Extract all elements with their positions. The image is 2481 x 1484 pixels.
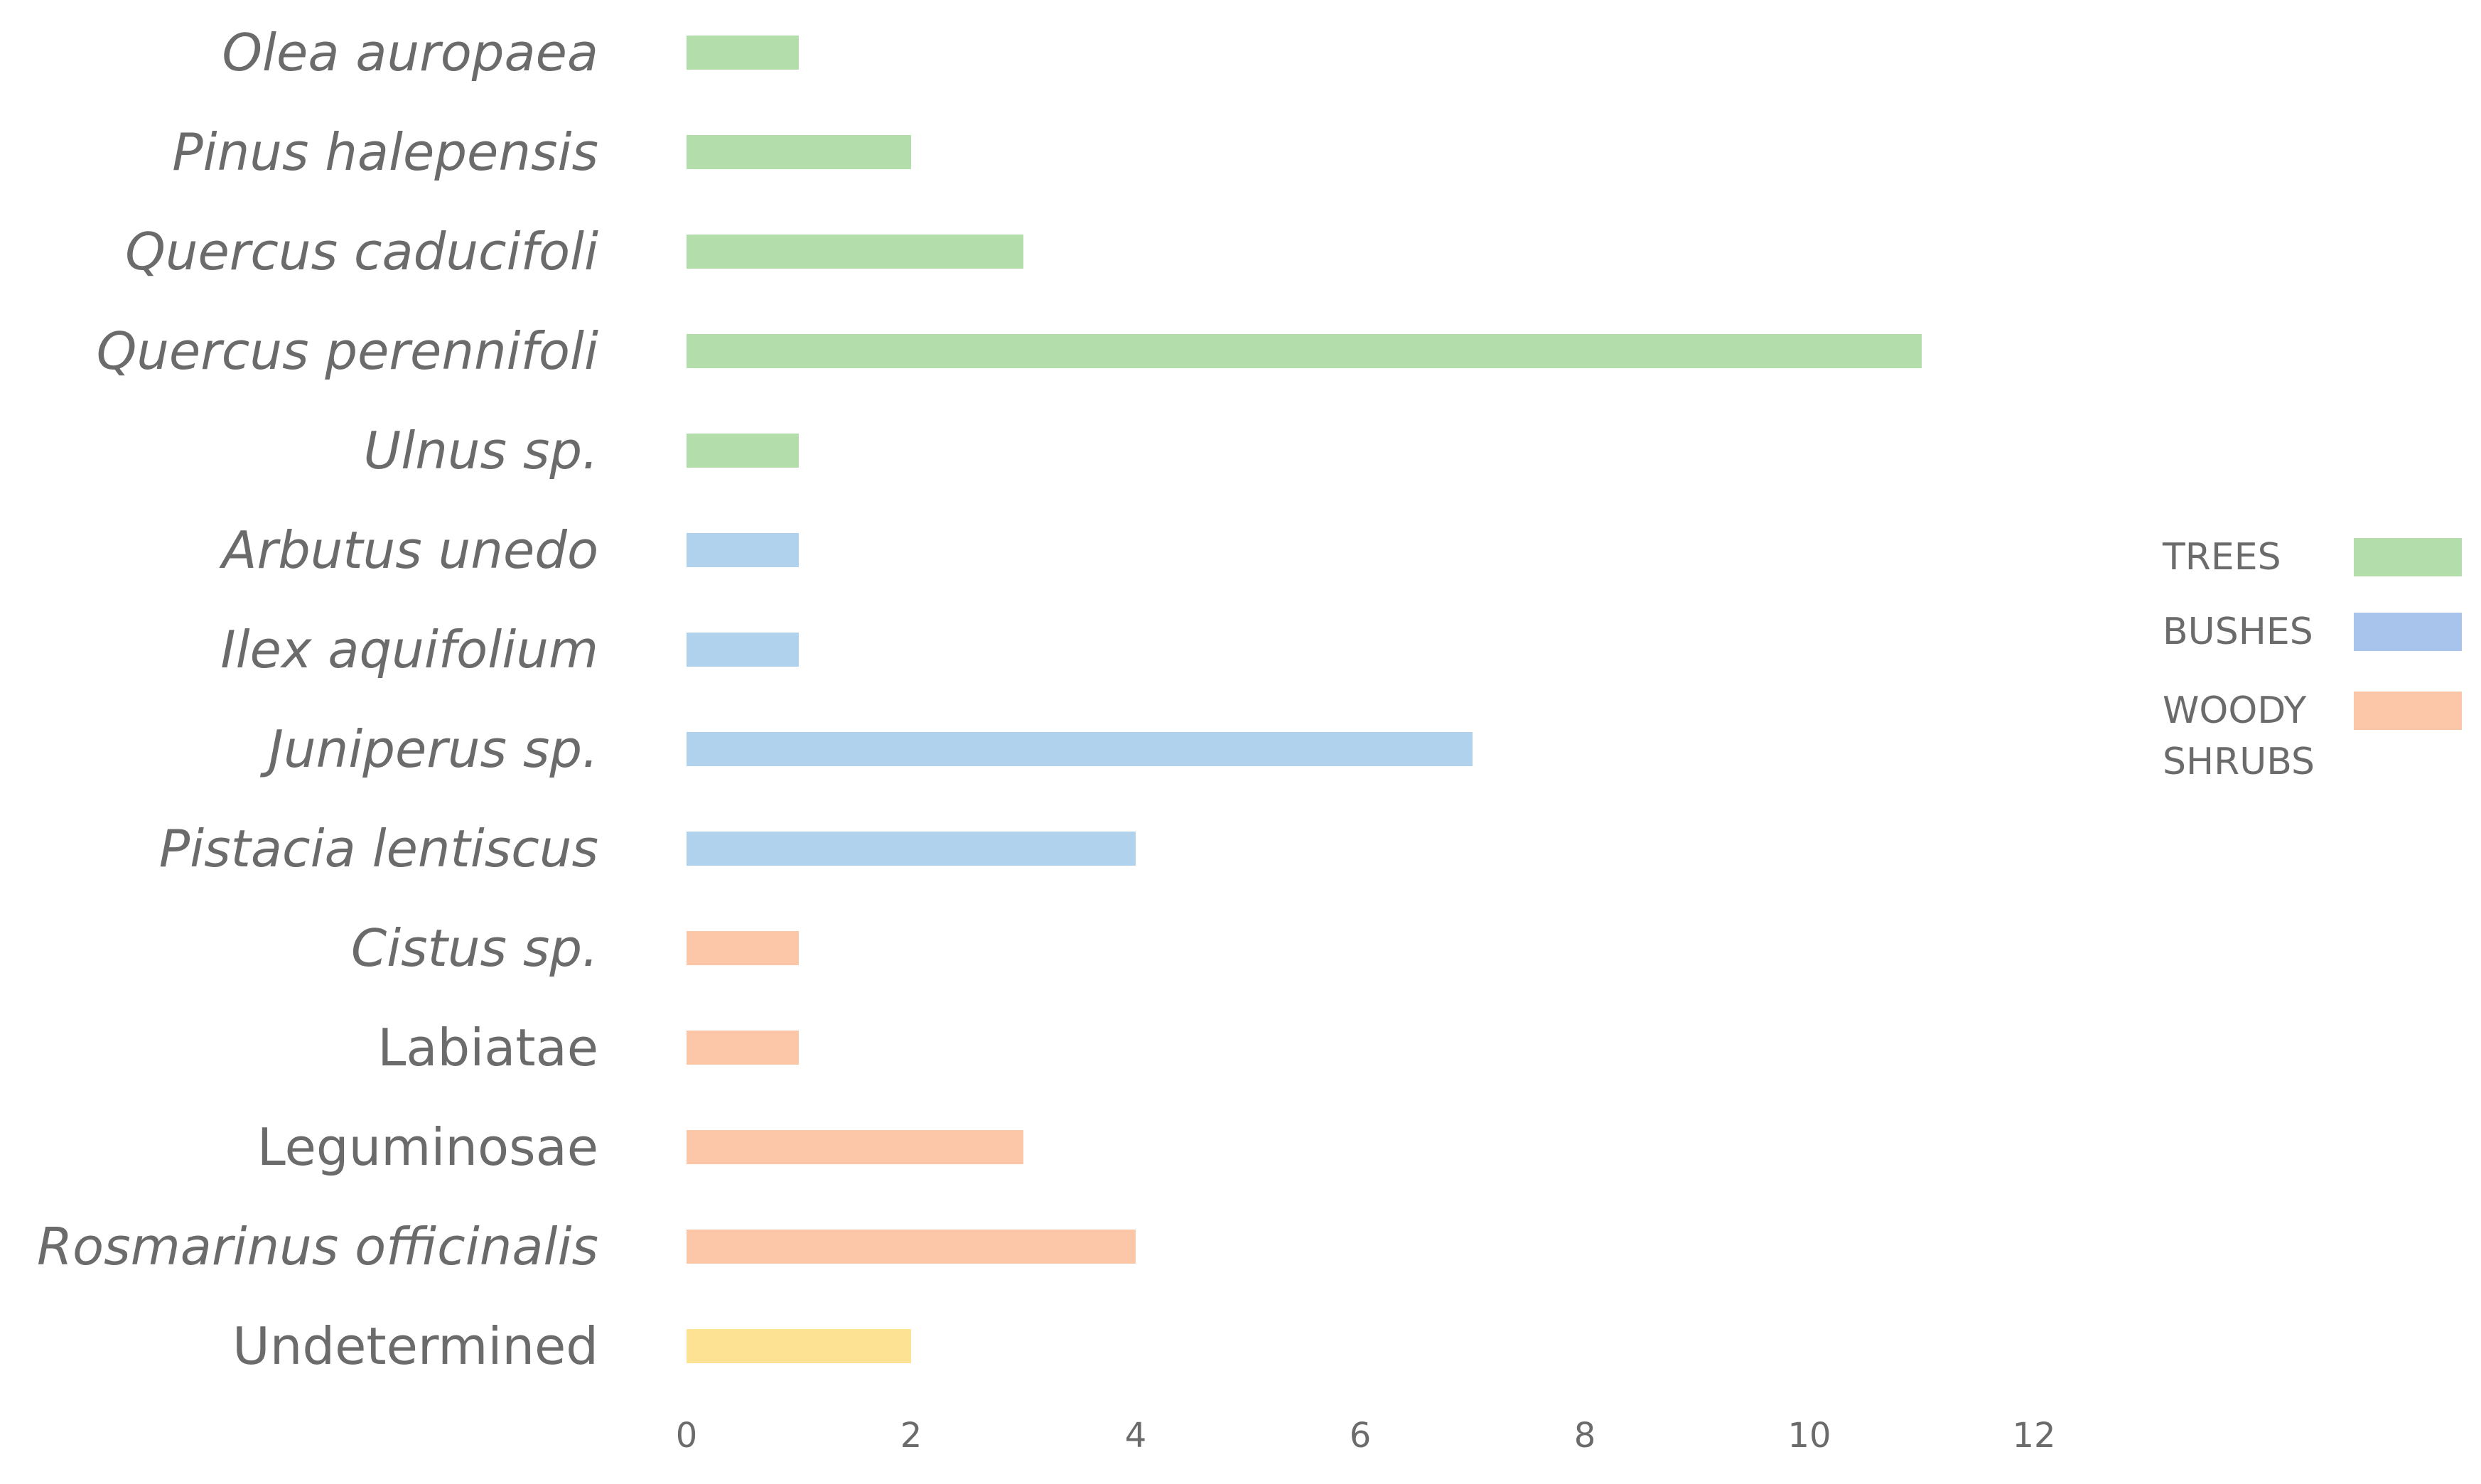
category-label-labiatae: Labiatae (377, 1018, 598, 1077)
category-label-quercus-caducifoli: Quercus caducifoli (125, 222, 598, 281)
bar-arbutus-unedo (687, 533, 799, 567)
category-label-arbutus-unedo: Arbutus unedo (219, 520, 598, 580)
bar-quercus-perennifoli (687, 334, 1922, 368)
category-label-cistus-sp: Cistus sp. (351, 918, 598, 978)
legend-label: TREES (2162, 536, 2281, 579)
category-label-ulnus-sp: Ulnus sp. (364, 421, 598, 480)
x-axis-ticks: 0 2 4 6 8 10 12 (676, 1416, 2056, 1456)
legend-label: BUSHES (2163, 611, 2313, 653)
bar-olea-auropaea (687, 36, 799, 70)
x-tick-label-10: 10 (1787, 1416, 1831, 1456)
legend-label: WOODY (2163, 689, 2306, 732)
legend-item-woody-shrubs: WOODY SHRUBS (2163, 689, 2462, 783)
bar-ulnus-sp (687, 434, 799, 468)
x-tick-label-12: 12 (2012, 1416, 2055, 1456)
bars (687, 36, 1922, 1363)
bar-labiatae (687, 1031, 799, 1065)
bar-cistus-sp (687, 931, 799, 965)
x-tick-label-2: 2 (900, 1416, 922, 1456)
x-tick-label-0: 0 (676, 1416, 698, 1456)
legend: TREES BUSHES WOODY SHRUBS (2162, 536, 2462, 783)
x-tick-label-6: 6 (1350, 1416, 1372, 1456)
category-labels: Olea auropaea Pinus halepensis Quercus cad… (37, 23, 598, 1376)
category-label-ilex-aquifolium: Ilex aquifolium (220, 620, 598, 679)
legend-item-trees: TREES (2162, 536, 2462, 579)
x-tick-label-8: 8 (1574, 1416, 1596, 1456)
bar-pinus-halepensis (687, 135, 911, 169)
x-tick-label-4: 4 (1125, 1416, 1147, 1456)
category-label-rosmarinus-officinalis: Rosmarinus officinalis (37, 1217, 598, 1276)
category-label-pistacia-lentiscus: Pistacia lentiscus (159, 819, 598, 878)
category-label-quercus-perennifoli: Quercus perennifoli (97, 321, 598, 381)
bar-pistacia-lentiscus (687, 832, 1136, 866)
bar-undetermined (687, 1329, 911, 1363)
legend-swatch (2354, 613, 2462, 651)
bar-quercus-caducifoli (687, 235, 1023, 269)
category-label-juniperus-sp: Juniperus sp. (260, 719, 598, 779)
legend-swatch (2354, 692, 2462, 730)
category-label-undetermined: Undetermined (232, 1316, 598, 1376)
category-label-olea-auropaea: Olea auropaea (222, 23, 598, 82)
bar-rosmarinus-officinalis (687, 1230, 1136, 1264)
category-label-pinus-halepensis: Pinus halepensis (172, 122, 598, 182)
category-label-leguminosae: Leguminosae (257, 1117, 598, 1177)
legend-item-bushes: BUSHES (2163, 611, 2462, 653)
legend-label: SHRUBS (2163, 741, 2315, 783)
bar-ilex-aquifolium (687, 633, 799, 667)
legend-swatch (2354, 538, 2462, 576)
bar-leguminosae (687, 1130, 1023, 1164)
bar-juniperus-sp (687, 732, 1473, 766)
